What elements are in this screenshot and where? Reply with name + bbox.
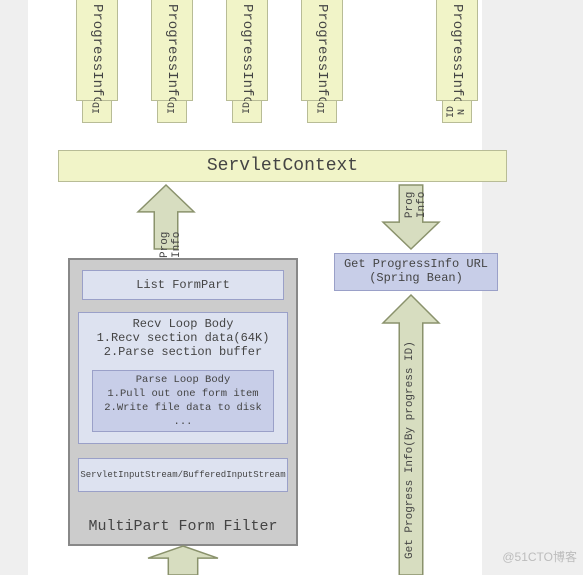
arrow-up bbox=[148, 546, 218, 575]
page-root: ProgressInfoIDProgressInfoIDProgressInfo… bbox=[0, 0, 583, 575]
parse-loop-line3: ... bbox=[93, 415, 273, 429]
progress-id-label: ID N bbox=[446, 101, 468, 122]
list-formpart-box: List FormPart bbox=[82, 270, 284, 300]
progress-id-tab: ID N bbox=[442, 101, 472, 123]
progress-id-label: ID bbox=[317, 102, 328, 114]
progress-id-label: ID bbox=[92, 102, 103, 114]
progress-id-tab: ID bbox=[82, 101, 112, 123]
progress-info-box: ProgressInfo bbox=[151, 0, 193, 101]
arrow-label: Prog Info bbox=[159, 202, 183, 258]
progress-info-box: ProgressInfo bbox=[301, 0, 343, 101]
get-progressinfo-url-box: Get ProgressInfo URL(Spring Bean) bbox=[334, 253, 498, 291]
get-url-line1: Get ProgressInfo URL bbox=[335, 257, 497, 271]
progress-info-label: ProgressInfo bbox=[314, 4, 330, 105]
stream-box: ServletInputStream/BufferedInputStream bbox=[78, 458, 288, 492]
progress-id-tab: ID bbox=[307, 101, 337, 123]
multipart-filter-title: MultiPart Form Filter bbox=[68, 518, 298, 535]
progress-id-tab: ID bbox=[157, 101, 187, 123]
recv-loop-line2: 2.Parse section buffer bbox=[79, 345, 287, 359]
servlet-context-box: ServletContext bbox=[58, 150, 507, 182]
parse-loop-box: Parse Loop Body1.Pull out one form item2… bbox=[92, 370, 274, 432]
progress-info-box: ProgressInfo bbox=[76, 0, 118, 101]
diagram-canvas: ProgressInfoIDProgressInfoIDProgressInfo… bbox=[28, 0, 482, 575]
arrow-label: Prog Info bbox=[404, 189, 428, 218]
recv-loop-line1: 1.Recv section data(64K) bbox=[79, 331, 287, 345]
recv-loop-title: Recv Loop Body bbox=[79, 317, 287, 331]
progress-id-label: ID bbox=[167, 102, 178, 114]
progress-info-box: ProgressInfo bbox=[226, 0, 268, 101]
parse-loop-title: Parse Loop Body bbox=[93, 373, 273, 387]
progress-info-box: ProgressInfo bbox=[436, 0, 478, 101]
progress-info-label: ProgressInfo bbox=[239, 4, 255, 105]
parse-loop-line2: 2.Write file data to disk bbox=[93, 401, 273, 415]
get-url-line2: (Spring Bean) bbox=[335, 271, 497, 285]
progress-id-tab: ID bbox=[232, 101, 262, 123]
progress-info-label: ProgressInfo bbox=[449, 4, 465, 105]
parse-loop-line1: 1.Pull out one form item bbox=[93, 387, 273, 401]
watermark-text: @51CTO博客 bbox=[502, 548, 577, 565]
progress-id-label: ID bbox=[242, 102, 253, 114]
progress-info-label: ProgressInfo bbox=[164, 4, 180, 105]
progress-info-label: ProgressInfo bbox=[89, 4, 105, 105]
arrow-label: Get Progress Info(By progress ID) bbox=[404, 339, 416, 559]
